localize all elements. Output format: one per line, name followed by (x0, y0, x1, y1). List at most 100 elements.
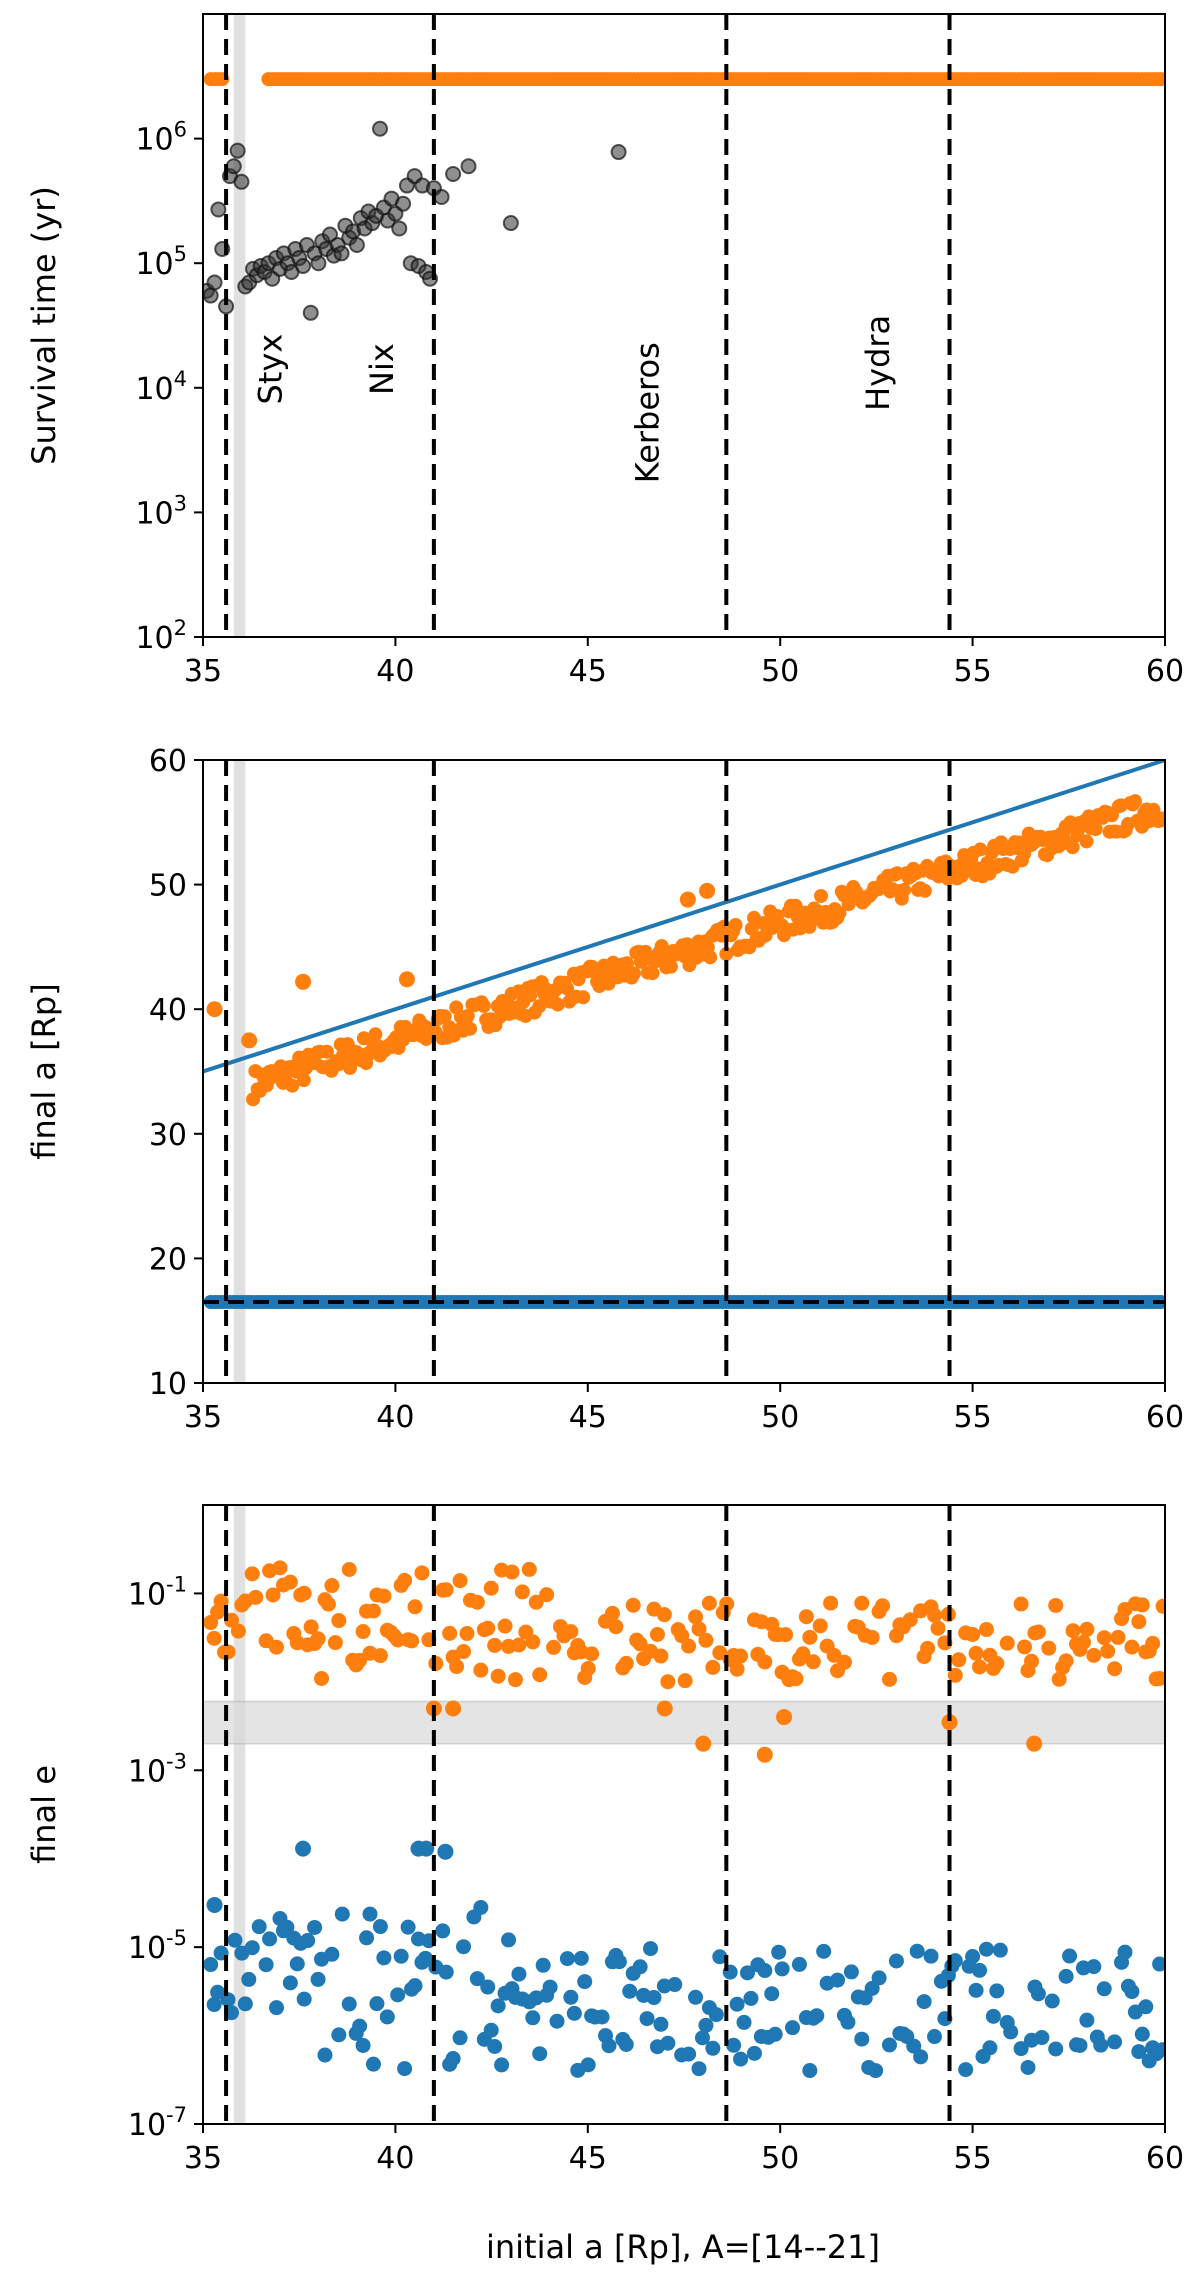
data-point (941, 1714, 958, 1731)
data-point (698, 1632, 714, 1648)
data-point (923, 1948, 939, 1964)
tick-exponent: 2 (174, 616, 187, 640)
data-point (868, 2063, 884, 2079)
y-tick-label: 50 (149, 869, 187, 904)
data-point (1041, 1640, 1057, 1656)
data-point (632, 1636, 648, 1652)
x-tick-label: 45 (569, 1400, 607, 1435)
data-point (902, 1612, 918, 1628)
data-point (743, 1990, 759, 2006)
data-point (206, 1001, 223, 1018)
y-tick-label: 30 (149, 1118, 187, 1153)
data-point (1131, 1614, 1147, 1630)
data-point (854, 2031, 870, 2047)
data-point (563, 1989, 579, 2005)
data-point (244, 1566, 260, 1582)
data-point (480, 1620, 496, 1636)
data-point (282, 1975, 298, 1991)
data-point (324, 1578, 340, 1594)
data-point (1048, 1597, 1064, 1613)
data-point (909, 1943, 925, 1959)
data-point (1020, 2059, 1036, 2075)
data-point (359, 1930, 375, 1946)
data-point (397, 1572, 413, 1588)
data-point (791, 1956, 807, 1972)
data-point (1155, 2042, 1165, 2058)
data-point (310, 1971, 326, 1987)
data-point (978, 1622, 994, 1638)
data-point (445, 165, 462, 182)
data-point (331, 1613, 347, 1629)
data-point (320, 1596, 336, 1612)
data-point (437, 1843, 454, 1860)
data-point (230, 1623, 246, 1639)
y-tick-label: 20 (149, 1242, 187, 1277)
data-point (469, 1971, 485, 1987)
x-tick-label: 50 (761, 2141, 799, 2176)
data-point (319, 1044, 334, 1059)
data-point (897, 883, 912, 898)
plot-area (203, 1505, 1165, 2124)
data-point (1152, 1956, 1165, 1972)
data-point (746, 2045, 762, 2061)
data-point (295, 1840, 312, 1857)
data-point (1096, 1630, 1112, 1646)
final-a-panel: 35 40 45 50 55 60 10 20 30 40 50 60 final a [Rp] (25, 744, 1184, 1435)
data-point (1138, 1999, 1154, 2015)
data-point (310, 255, 327, 272)
data-point (830, 1972, 846, 1988)
tick-base: 10 (135, 372, 173, 407)
data-point (947, 1667, 963, 1683)
data-point (487, 2038, 503, 2054)
data-point (1062, 1948, 1078, 1964)
plot-area (203, 14, 1165, 637)
tick-exponent: 4 (174, 367, 187, 391)
data-point (1013, 2041, 1029, 2057)
data-point (695, 1735, 712, 1752)
data-point (871, 1970, 887, 1986)
data-point (802, 1629, 818, 1645)
data-point (1072, 2037, 1088, 2053)
data-point (438, 1582, 454, 1598)
data-point (417, 1950, 433, 1966)
y-axis-label: final e (25, 1765, 63, 1864)
data-point (951, 1652, 967, 1668)
data-point (418, 1840, 435, 1857)
data-point (490, 1668, 506, 1684)
data-point (681, 2046, 697, 2062)
x-tick-label: 45 (569, 654, 607, 689)
data-point (708, 2007, 724, 2023)
y-tick-label: 10-7 (128, 2103, 187, 2143)
data-point (265, 1587, 281, 1603)
data-point (460, 158, 477, 175)
data-point (507, 1672, 523, 1688)
data-point (241, 1971, 257, 1987)
data-point (514, 1584, 530, 1600)
data-point (542, 1979, 558, 1995)
moon-label: Hydra (859, 315, 897, 411)
data-point (452, 2030, 468, 2046)
data-point (372, 1919, 388, 1935)
data-point (841, 897, 856, 912)
data-point (559, 1951, 575, 1967)
data-point (272, 1560, 288, 1576)
data-point (1044, 1993, 1060, 2009)
data-point (449, 1659, 465, 1675)
data-point (1030, 1624, 1046, 1640)
data-point (795, 1646, 811, 1662)
data-point (459, 1626, 475, 1642)
data-point (1155, 811, 1165, 826)
data-point (433, 188, 450, 205)
data-point (352, 2018, 368, 2034)
data-point (300, 1933, 316, 1949)
data-point (372, 1648, 388, 1664)
data-point (1003, 2024, 1019, 2040)
data-point (521, 1561, 537, 1577)
data-point (982, 2040, 998, 2056)
data-point (1051, 1671, 1067, 1687)
x-tick-label: 35 (184, 2141, 222, 2176)
data-point (511, 1966, 527, 1982)
data-point (691, 1621, 707, 1637)
data-point (1100, 1643, 1116, 1659)
